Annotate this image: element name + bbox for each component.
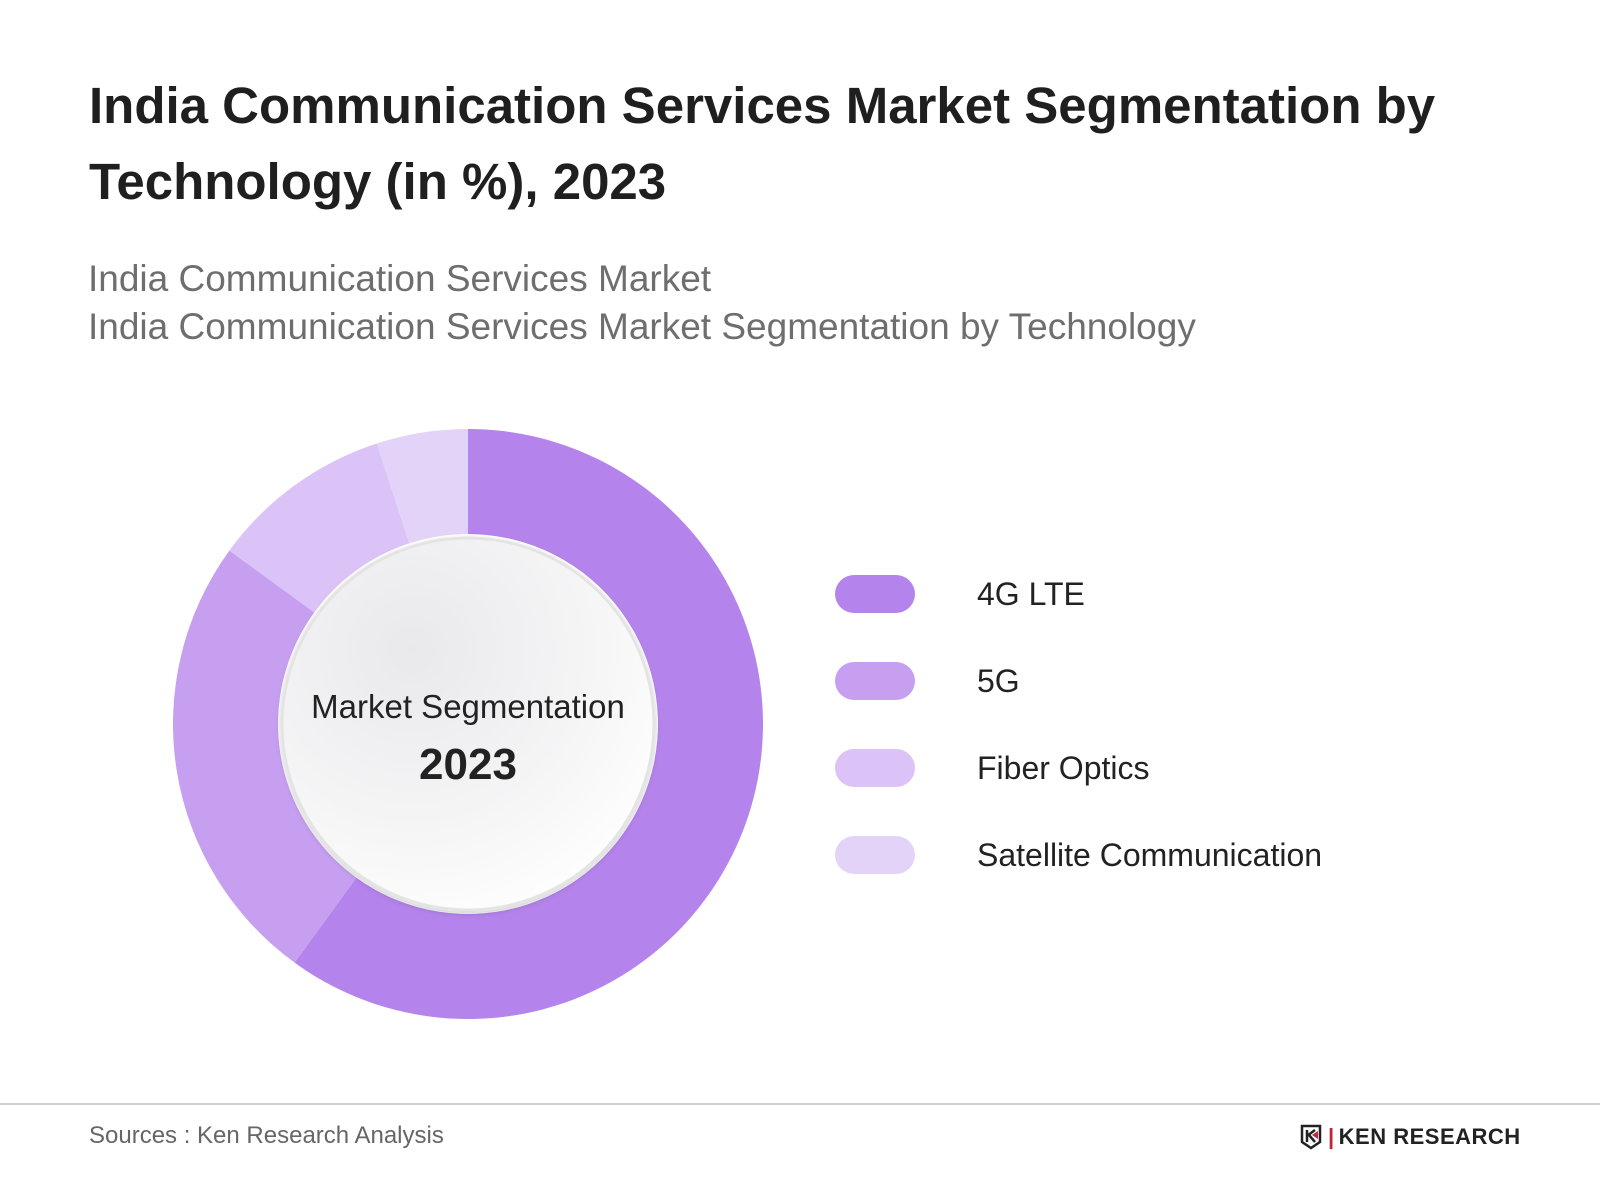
legend-label: Satellite Communication: [977, 836, 1323, 873]
legend-swatch: [835, 836, 915, 874]
legend-item: 5G: [835, 661, 1020, 701]
center-label: Market Segmentation: [311, 688, 625, 725]
source-note: Sources : Ken Research Analysis: [89, 1122, 444, 1149]
subtitle-segmentation: India Communication Services Market Segm…: [88, 306, 1196, 347]
legend-item: Satellite Communication: [835, 835, 1322, 875]
chart-title: India Communication Services Market Segm…: [89, 77, 1436, 210]
slice-fiber-optics: [229, 443, 410, 613]
slice-satellite-communication: [376, 429, 468, 544]
legend-item: 4G LTE: [835, 574, 1085, 614]
subtitle-market: India Communication Services Market: [88, 258, 712, 299]
slice-5g: [172, 550, 357, 963]
center-year: 2023: [419, 740, 517, 789]
legend-label: Fiber Optics: [977, 749, 1150, 786]
ken-research-logo: | KEN RESEARCH: [1300, 1124, 1521, 1150]
legend-item: Fiber Optics: [835, 748, 1149, 788]
legend-label: 5G: [977, 662, 1020, 699]
legend-swatch: [835, 662, 915, 700]
ken-logo-icon: [1300, 1124, 1322, 1150]
footer-divider: [0, 1103, 1600, 1105]
legend-label: 4G LTE: [977, 575, 1085, 612]
slice-4g-lte: [294, 429, 763, 1019]
legend-swatch: [835, 575, 915, 613]
logo-text: KEN RESEARCH: [1338, 1124, 1521, 1149]
donut-center: [280, 536, 656, 912]
legend-swatch: [835, 749, 915, 787]
